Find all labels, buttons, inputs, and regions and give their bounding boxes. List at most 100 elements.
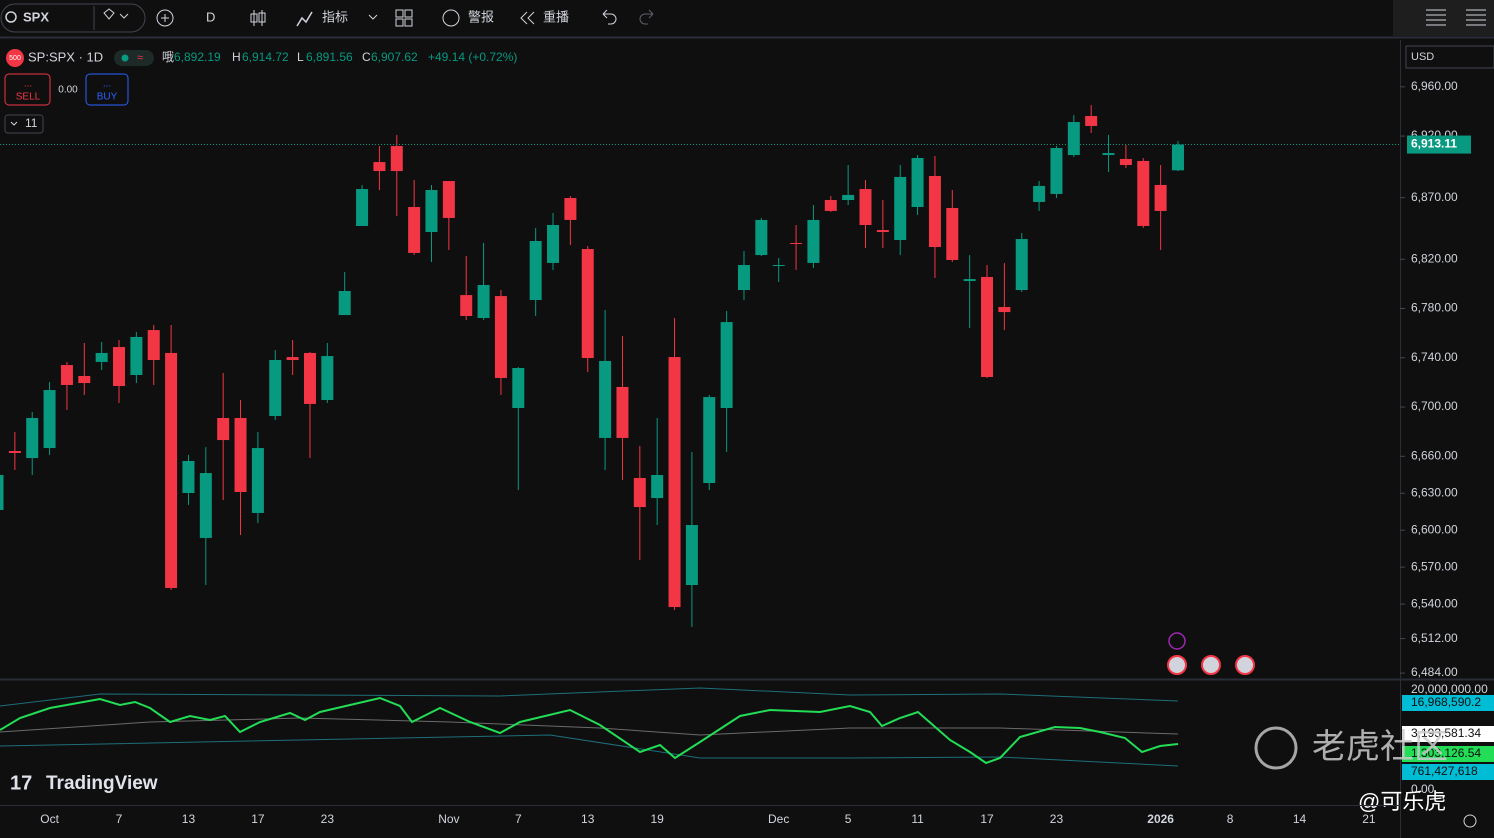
indicator-tag [1402, 682, 1494, 698]
candle-body [1154, 184, 1167, 211]
upper-band [0, 687, 1179, 707]
x-tick-label: Nov [438, 812, 459, 826]
alerts-button[interactable]: 警报 [468, 9, 494, 24]
event-icon[interactable] [1235, 655, 1255, 675]
candle-body [477, 284, 490, 318]
replay-button[interactable]: 重播 [543, 9, 569, 24]
candle-body [8, 451, 21, 453]
o-value: 6,892.19 [174, 50, 221, 64]
change: +49.14 (+0.72%) [428, 50, 517, 64]
settings-button[interactable] [1463, 814, 1477, 828]
o-label: 哦 [162, 50, 174, 64]
interval[interactable]: D [206, 9, 215, 24]
candle-body [911, 157, 924, 208]
watermark-icon [1254, 726, 1298, 770]
candle-body [790, 242, 803, 244]
collapse-button[interactable] [4, 114, 44, 134]
c-label: C [362, 50, 371, 64]
x-tick-label: 14 [1293, 812, 1307, 826]
undo-button[interactable] [602, 9, 617, 25]
y-tick-label: 6,600.00 [1411, 522, 1458, 536]
redo-button[interactable] [639, 9, 654, 25]
layout-button[interactable] [395, 9, 413, 27]
legend-title: SP:SPX · 1D [28, 49, 103, 64]
candle-body [373, 162, 386, 172]
currency: USD [1411, 51, 1434, 63]
x-tick-label: 2026 [1147, 812, 1174, 826]
panel-buttons[interactable] [1426, 9, 1486, 26]
x-tick-label: Oct [40, 812, 59, 826]
candle-body [894, 176, 907, 241]
alert-icon [442, 9, 460, 27]
x-tick-label: 17 [980, 812, 994, 826]
x-tick-label: 7 [116, 812, 123, 826]
y-tick-label: 6,484.00 [1411, 665, 1458, 679]
x-tick-label: 23 [1050, 812, 1064, 826]
candle-body [824, 199, 837, 211]
x-tick-label: 11 [911, 812, 924, 826]
candle-body [946, 207, 959, 260]
x-tick-label: 8 [1227, 812, 1234, 826]
indicator-tag [1402, 746, 1494, 762]
y-tick-label: 6,540.00 [1411, 596, 1458, 610]
symbol-badge-text: 500 [9, 55, 21, 62]
candle-body [26, 417, 39, 459]
author: @可乐虎 [1358, 789, 1446, 814]
x-tick-label: 13 [581, 812, 595, 826]
candle-body [755, 219, 768, 256]
event-icon[interactable] [1167, 655, 1187, 675]
candle-body [720, 322, 733, 409]
candle-body [408, 207, 421, 253]
tv-logo: TradingView [46, 773, 158, 794]
plus-icon [161, 14, 169, 22]
symbol-search[interactable] [0, 3, 146, 33]
y-tick-label: 6,780.00 [1411, 301, 1458, 315]
candle-body [1085, 115, 1098, 126]
candle-body [442, 181, 455, 218]
x-tick-label: 7 [515, 812, 522, 826]
candle-body [1033, 185, 1046, 202]
candle-body [147, 330, 160, 360]
x-tick-label: 13 [182, 812, 196, 826]
indicators-button[interactable]: 指标 [322, 9, 348, 24]
candle-body [859, 189, 872, 225]
symbol[interactable]: SPX [23, 9, 49, 24]
last-price-label: 6,913.11 [1411, 137, 1457, 151]
buy-label: BUY [97, 92, 118, 103]
c-value: 6,907.62 [371, 50, 418, 64]
candle-body [842, 194, 855, 200]
candle-body [303, 352, 316, 404]
y-tick-label: 6,512.00 [1411, 631, 1458, 645]
candle-body [981, 276, 994, 377]
h-label: H [232, 50, 241, 64]
candle-body [130, 336, 143, 376]
x-tick-label: Dec [768, 812, 789, 826]
indicator-label: 1,303,126.54 [1411, 746, 1481, 760]
compare-button[interactable] [156, 9, 174, 27]
indicator-tag [1402, 782, 1494, 798]
search-icon [5, 11, 17, 23]
premium-icon[interactable] [103, 8, 129, 20]
event-icon[interactable] [1201, 655, 1221, 675]
replay-icon [520, 11, 535, 25]
symbol-badge [6, 49, 24, 67]
sell-price: ... [24, 79, 32, 90]
candle-body [703, 397, 716, 484]
indicator-label: 0.00 [1411, 782, 1435, 796]
x-tick-label: 5 [845, 812, 852, 826]
x-tick-label: 17 [251, 812, 265, 826]
y-tick-label: 6,570.00 [1411, 559, 1458, 573]
currency-box[interactable] [1405, 45, 1494, 69]
middle-band [0, 717, 1179, 736]
buy-button[interactable] [85, 73, 129, 106]
sell-button[interactable] [4, 73, 51, 106]
spread: 0.00 [58, 85, 78, 96]
collapse-icon [10, 121, 18, 126]
candle-body [1015, 239, 1028, 291]
dropdown-icon[interactable] [368, 14, 378, 20]
l-label: L [297, 50, 304, 64]
indicator-label: 761,427,618 [1411, 764, 1478, 778]
event-icon[interactable] [1168, 632, 1186, 650]
chart-type-button[interactable] [250, 10, 266, 26]
